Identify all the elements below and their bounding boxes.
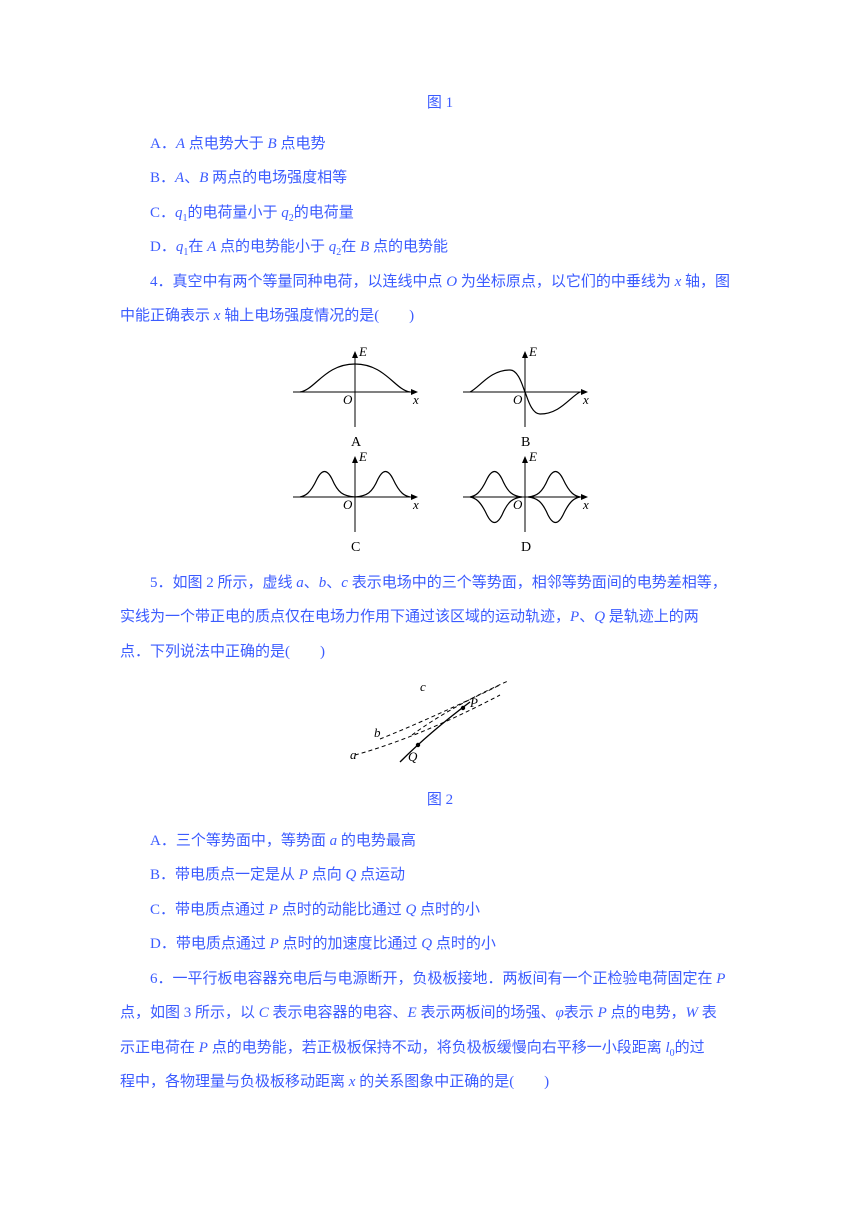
fig2-caption: 图 2 <box>120 783 760 818</box>
q3-option-c: C．q1的电荷量小于 q2的电荷量 <box>120 196 760 231</box>
svg-text:O: O <box>513 392 523 407</box>
q6-stem-line2: 点，如图 3 所示，以 C 表示电容器的电容、E 表示两板间的场强、φ表示 P … <box>120 996 760 1031</box>
label-p: P <box>469 695 478 710</box>
q4-stem-line1: 4．真空中有两个等量同种电荷，以连线中点 O 为坐标原点，以它们的中垂线为 x … <box>120 265 760 300</box>
page: 图 1 A．A 点电势大于 B 点电势 B．A、B 两点的电场强度相等 C．q1… <box>0 0 860 1160</box>
q4-label-d: D <box>521 540 531 555</box>
q3-option-a: A．A 点电势大于 B 点电势 <box>120 127 760 162</box>
q3-option-d: D．q1在 A 点的电势能小于 q2在 B 点的电势能 <box>120 230 760 265</box>
q5-figure: a b c P Q <box>120 677 760 777</box>
label-b: b <box>374 725 381 740</box>
q5-stem-line3: 点．下列说法中正确的是( ) <box>120 635 760 670</box>
equipotential-b <box>380 685 500 739</box>
label-c: c <box>420 679 426 694</box>
q4-stem-line2: 中能正确表示 x 轴上电场强度情况的是( ) <box>120 299 760 334</box>
q5-option-d: D．带电质点通过 P 点时的加速度比通过 Q 点时的小 <box>120 927 760 962</box>
label-q: Q <box>408 749 418 764</box>
q5-stem-line1: 5．如图 2 所示，虚线 a、b、c 表示电场中的三个等势面，相邻等势面间的电势… <box>120 566 760 601</box>
origin-label: O <box>343 392 353 407</box>
svg-text:x: x <box>412 497 419 512</box>
q5-option-a: A．三个等势面中，等势面 a 的电势最高 <box>120 824 760 859</box>
q5-option-b: B．带电质点一定是从 P 点向 Q 点运动 <box>120 858 760 893</box>
q5-option-c: C．带电质点通过 P 点时的动能比通过 Q 点时的小 <box>120 893 760 928</box>
equipotential-c <box>412 681 508 735</box>
q6-stem-line1: 6．一平行板电容器充电后与电源断开，负极板接地．两板间有一个正检验电荷固定在 P <box>120 962 760 997</box>
svg-text:E: E <box>528 449 537 464</box>
q4-figure: E x O A E x O B E x O <box>120 342 760 562</box>
fig1-caption: 图 1 <box>120 86 760 121</box>
label-a: a <box>350 747 357 762</box>
point-p <box>461 706 465 710</box>
q5-stem-line2: 实线为一个带正电的质点仅在电场力作用下通过该区域的运动轨迹，P、Q 是轨迹上的两 <box>120 600 760 635</box>
svg-text:E: E <box>528 344 537 359</box>
q4-label-c: C <box>351 540 360 555</box>
q4-label-b: B <box>521 435 530 450</box>
q6-stem-line3: 示正电荷在 P 点的电势能，若正极板保持不动，将负极板缓慢向右平移一小段距离 l… <box>120 1031 760 1066</box>
svg-text:x: x <box>582 392 589 407</box>
svg-text:E: E <box>358 449 367 464</box>
q4-label-a: A <box>351 435 362 450</box>
q3-option-b: B．A、B 两点的电场强度相等 <box>120 161 760 196</box>
q6-stem-line4: 程中，各物理量与负极板移动距离 x 的关系图象中正确的是( ) <box>120 1065 760 1100</box>
axis-e-label: E <box>358 344 367 359</box>
point-q <box>416 743 420 747</box>
svg-text:x: x <box>582 497 589 512</box>
axis-x-label: x <box>412 392 419 407</box>
svg-text:O: O <box>343 497 353 512</box>
